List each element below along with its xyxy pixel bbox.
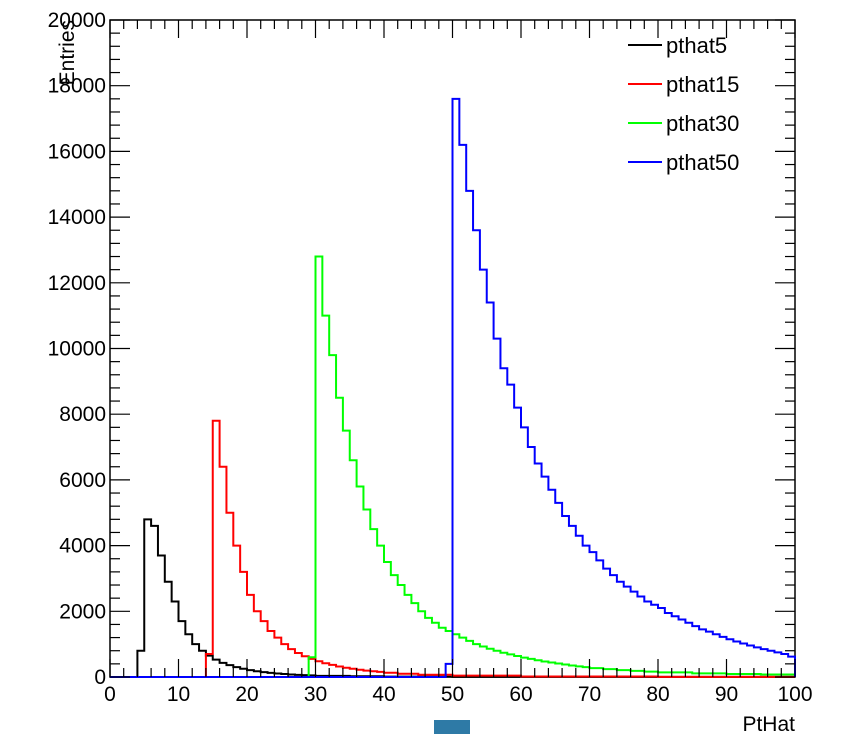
y-axis-title: Entries — [56, 20, 79, 85]
x-tick-label: 100 — [777, 683, 812, 706]
x-tick-label: 30 — [304, 683, 327, 706]
y-tick-label: 4000 — [59, 535, 106, 558]
corner-marker — [434, 720, 470, 734]
x-tick-label: 0 — [104, 683, 116, 706]
x-tick-label: 60 — [509, 683, 532, 706]
legend-label: pthat30 — [666, 111, 739, 136]
y-tick-label: 16000 — [48, 140, 106, 163]
legend-entry-pthat15: pthat15 — [628, 72, 739, 97]
legend-entry-pthat50: pthat50 — [628, 150, 739, 175]
legend-entry-pthat30: pthat30 — [628, 111, 739, 136]
y-tick-label: 14000 — [48, 206, 106, 229]
ticks-layer — [109, 19, 796, 678]
x-tick-label: 90 — [715, 683, 738, 706]
x-tick-label: 70 — [578, 683, 601, 706]
series-pthat50 — [110, 97, 796, 678]
legend-label: pthat15 — [666, 72, 739, 97]
x-tick-labels: 0 10 20 30 40 50 60 70 80 90 100 — [104, 683, 812, 706]
y-tick-label: 8000 — [59, 403, 106, 426]
y-tick-label: 12000 — [48, 272, 106, 295]
x-tick-label: 40 — [372, 683, 395, 706]
y-tick-label: 2000 — [59, 600, 106, 623]
y-tick-label: 18000 — [48, 75, 106, 98]
legend-label: pthat50 — [666, 150, 739, 175]
y-tick-label: 10000 — [48, 338, 106, 361]
legend: pthat5 pthat15 pthat30 pthat50 — [628, 33, 739, 175]
x-tick-label: 20 — [235, 683, 258, 706]
legend-label: pthat5 — [666, 33, 727, 58]
x-tick-label: 50 — [441, 683, 464, 706]
x-tick-label: 10 — [167, 683, 190, 706]
legend-entry-pthat5: pthat5 — [628, 33, 727, 58]
y-tick-labels: 0 2000 4000 6000 8000 10000 12000 14000 16000 180… — [48, 9, 106, 689]
x-tick-label: 80 — [646, 683, 669, 706]
y-tick-label: 6000 — [59, 469, 106, 492]
x-axis-title: PtHat — [742, 713, 795, 734]
y-tick-label: 20000 — [48, 9, 106, 32]
y-tick-label: 0 — [94, 666, 106, 689]
